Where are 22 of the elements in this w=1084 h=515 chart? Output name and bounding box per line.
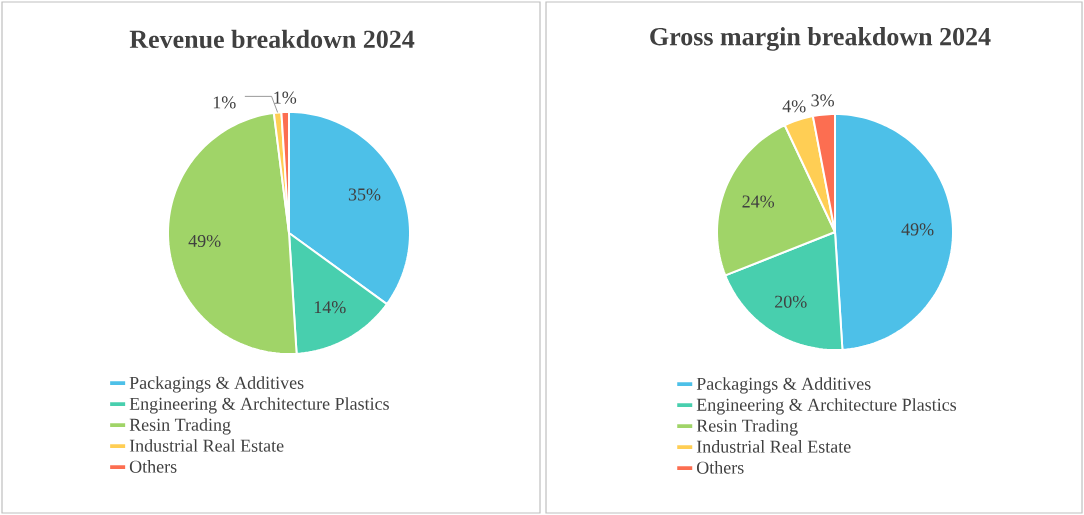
- data-label: 20%: [775, 295, 807, 308]
- legend-label: Others: [129, 460, 177, 473]
- data-label: 49%: [901, 223, 934, 236]
- data-label: 4%: [782, 100, 806, 113]
- legend-label: Industrial Real Estate: [696, 440, 851, 453]
- legend-label: Resin Trading: [129, 418, 231, 435]
- legend-label: Engineering & Architecture Plastics: [696, 398, 957, 415]
- chart-title: Gross margin breakdown 2024: [650, 27, 991, 51]
- data-label: 1%: [274, 91, 297, 104]
- data-label: 14%: [314, 301, 346, 314]
- legend-label: Others: [696, 461, 744, 474]
- legend-label: Resin Trading: [696, 419, 798, 436]
- legend-label: Engineering & Architecture Plastics: [129, 397, 389, 414]
- data-label: 3%: [811, 94, 834, 107]
- chart-title: Revenue breakdown 2024: [129, 29, 415, 49]
- data-label: 1%: [213, 96, 236, 109]
- data-label: 49%: [188, 234, 221, 248]
- legend-label: Packagings & Additives: [129, 376, 304, 393]
- data-label: 24%: [742, 195, 775, 208]
- legend-label: Packagings & Additives: [696, 377, 871, 394]
- legend-label: Industrial Real Estate: [129, 439, 284, 452]
- data-label: 35%: [348, 188, 381, 201]
